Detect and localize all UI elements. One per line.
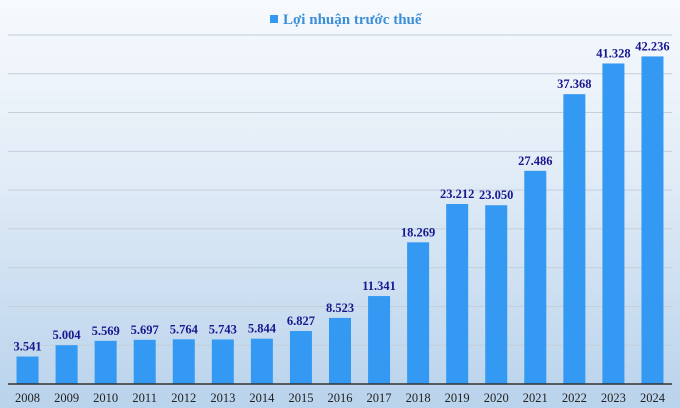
gridlines [8, 34, 672, 346]
data-label-2008: 3.541 [13, 340, 41, 354]
bar-2020 [485, 205, 508, 384]
data-label-2018: 18.269 [401, 225, 435, 239]
bars [16, 56, 664, 385]
bar-2014 [250, 338, 273, 384]
bar-2022 [563, 94, 586, 384]
data-label-2021: 27.486 [518, 154, 552, 168]
bar-2015 [289, 331, 312, 384]
bar-2009 [55, 345, 78, 384]
bar-2017 [368, 296, 391, 384]
data-label-2015: 6.827 [287, 314, 315, 328]
legend: Lợi nhuận trước thuế [270, 12, 423, 28]
bar-2024 [641, 56, 664, 385]
data-labels: 3.541 5.004 5.569 5.697 5.764 5.743 5.844 6.827… [13, 39, 669, 353]
x-tick-2014: 2014 [249, 391, 275, 405]
bar-2019 [446, 203, 469, 384]
x-tick-2008: 2008 [15, 391, 40, 405]
x-tick-2021: 2021 [523, 391, 548, 405]
data-label-2009: 5.004 [53, 328, 82, 342]
data-label-2022: 37.368 [557, 77, 591, 91]
x-tick-2023: 2023 [601, 391, 626, 405]
bar-2011 [133, 339, 156, 384]
legend-label: Lợi nhuận trước thuế [283, 12, 423, 28]
x-tick-2018: 2018 [406, 391, 431, 405]
data-label-2010: 5.569 [92, 324, 120, 338]
x-tick-2011: 2011 [132, 391, 157, 405]
x-tick-2015: 2015 [288, 391, 313, 405]
x-tick-2019: 2019 [445, 391, 470, 405]
data-label-2017: 11.341 [362, 279, 396, 293]
x-tick-2016: 2016 [328, 391, 353, 405]
x-tick-2017: 2017 [367, 391, 392, 405]
bar-2018 [407, 242, 430, 384]
x-tick-2024: 2024 [640, 391, 666, 405]
bar-2016 [329, 317, 351, 384]
x-tick-2013: 2013 [210, 391, 235, 405]
bar-2023 [602, 63, 625, 385]
data-label-2019: 23.212 [440, 187, 474, 201]
legend-swatch [270, 15, 278, 23]
data-label-2016: 8.523 [326, 301, 354, 315]
data-label-2013: 5.743 [209, 322, 237, 336]
x-tick-2020: 2020 [484, 391, 509, 405]
bar-2012 [172, 339, 195, 384]
data-label-2020: 23.050 [479, 188, 513, 202]
bar-2021 [524, 170, 547, 384]
x-axis-ticks: 2008 2009 2010 2011 2012 2013 2014 2015 2016 2017… [15, 391, 666, 405]
data-label-2012: 5.764 [170, 322, 199, 336]
x-tick-2010: 2010 [93, 391, 118, 405]
data-label-2011: 5.697 [131, 323, 159, 337]
x-tick-2022: 2022 [562, 391, 587, 405]
data-label-2024: 42.236 [635, 39, 669, 53]
x-tick-2009: 2009 [54, 391, 79, 405]
data-label-2023: 41.328 [596, 46, 630, 60]
bar-2013 [211, 339, 234, 384]
data-label-2014: 5.844 [248, 322, 277, 336]
bar-2008 [16, 356, 39, 384]
x-tick-2012: 2012 [171, 391, 196, 405]
bar-2010 [94, 340, 117, 384]
